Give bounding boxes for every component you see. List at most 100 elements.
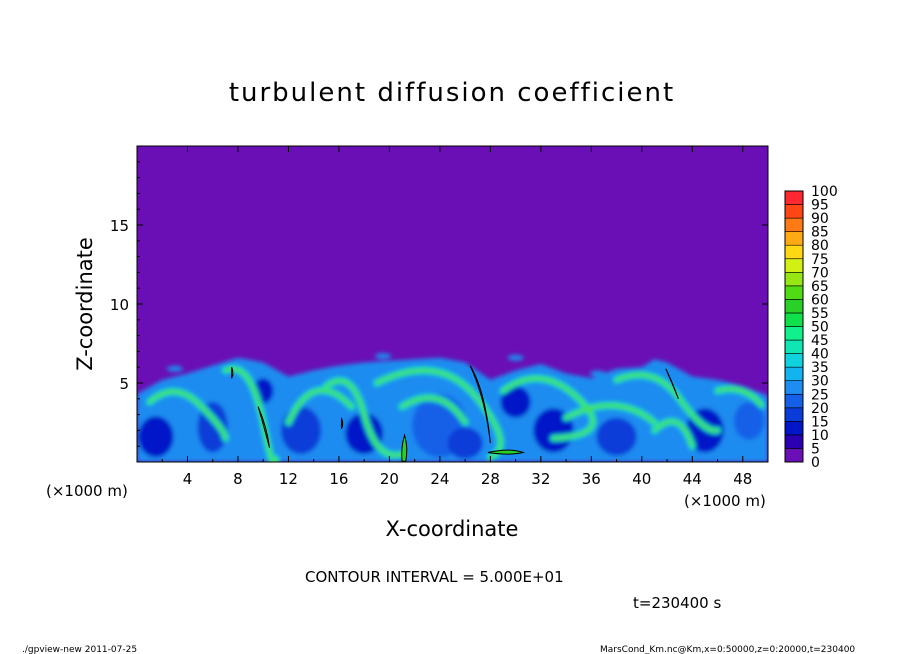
colorbar-label: 5	[811, 441, 820, 457]
colorbar-cell	[784, 434, 804, 449]
y-tick-label: 15	[110, 217, 129, 235]
contour-50	[665, 368, 679, 399]
colorbar-label: 15	[811, 414, 829, 430]
field-swirl-core	[615, 373, 719, 432]
x-tick-label: 20	[380, 470, 399, 488]
x-tick-label: 36	[582, 470, 601, 488]
field-swirl-core	[564, 404, 656, 424]
field-blob	[733, 401, 765, 440]
field-swirl-core	[375, 369, 502, 459]
colorbar-cell	[784, 393, 804, 409]
field-blob	[596, 417, 637, 456]
field-blob	[280, 406, 322, 455]
colorbar-label: 45	[811, 333, 829, 349]
x-tick-label: 40	[632, 470, 651, 488]
colorbar-cell	[784, 190, 804, 205]
colorbar-label: 50	[811, 320, 829, 336]
chart-title: turbulent diffusion coefficient	[229, 78, 675, 108]
colorbar-label: 60	[811, 292, 829, 308]
field-blob	[500, 386, 531, 418]
x-tick-label: 16	[329, 470, 348, 488]
field-patch	[166, 365, 183, 372]
contour-50	[487, 449, 526, 455]
colorbar-label: 20	[811, 401, 829, 417]
x-tick-label: 12	[279, 470, 298, 488]
colorbar-label: 95	[811, 198, 829, 214]
contour-50	[231, 367, 234, 379]
x-tick-label: 28	[481, 470, 500, 488]
y-tick-label: 5	[119, 375, 129, 393]
contour-interval-text: CONTOUR INTERVAL = 5.000E+01	[305, 568, 564, 586]
x-tick-label: 44	[683, 470, 702, 488]
colorbar-label: 0	[811, 455, 820, 471]
colorbar-label: 35	[811, 360, 829, 376]
colorbar-label: 70	[811, 265, 829, 281]
colorbar-cell	[784, 285, 804, 300]
field-blob	[447, 427, 483, 459]
x-unit-label-left: (×1000 m)	[46, 482, 128, 500]
time-label: t=230400 s	[633, 594, 721, 612]
field-patch	[507, 354, 524, 361]
colorbar-label: 100	[811, 184, 838, 200]
field-swirl-core	[716, 387, 763, 407]
x-axis-ticks: 4 8 12 16 20 24 28 32 36 40 44 48	[161, 146, 752, 488]
colorbar-cell	[784, 353, 804, 368]
field-swirl-core	[400, 396, 467, 424]
field-swirl-core	[148, 390, 227, 440]
contour-50	[340, 417, 344, 430]
x-tick-label: 8	[233, 470, 243, 488]
colorbar-frame	[784, 190, 804, 463]
colorbar-label: 25	[811, 387, 829, 403]
field-swirl-core	[653, 420, 694, 448]
colorbar-cell	[784, 448, 804, 463]
x-tick-label: 4	[183, 470, 193, 488]
colorbar-cell	[784, 366, 804, 381]
colorbar-cell	[784, 271, 804, 287]
footer-left: ./gpview-new 2011-07-25	[22, 645, 137, 654]
colorbar-cell	[784, 326, 804, 341]
colorbar-cell	[784, 421, 804, 436]
y-axis-ticks: 5 10 15	[110, 161, 768, 447]
colorbar-label: 30	[811, 374, 829, 390]
colorbar-cell	[784, 380, 804, 395]
plot-area	[137, 146, 768, 462]
colorbar-label: 10	[811, 428, 829, 444]
turbulent-layer	[137, 353, 768, 462]
colorbar-cell	[784, 217, 804, 232]
field-patch	[589, 370, 606, 377]
colorbar-cell	[784, 312, 804, 327]
contour-50	[469, 365, 491, 444]
x-axis-label: X-coordinate	[386, 517, 519, 541]
x-tick-label: 48	[733, 470, 752, 488]
colorbar: 0510152025303540455055606570758085909510…	[784, 184, 838, 471]
contour-lines	[231, 365, 679, 462]
colorbar-cell	[784, 244, 804, 260]
footer-right: MarsCond_Km.nc@Km,x=0:50000,z=0:20000,t=…	[600, 645, 855, 654]
contour-50	[257, 406, 271, 448]
colorbar-cell	[784, 339, 804, 354]
y-tick-label: 10	[110, 296, 129, 314]
field-patch	[375, 353, 392, 360]
colorbar-label: 65	[811, 279, 829, 295]
colorbar-label: 40	[811, 347, 829, 363]
contour-50	[401, 433, 408, 462]
y-axis-label: Z-coordinate	[73, 237, 97, 371]
field-swirl-core	[501, 377, 595, 440]
colorbar-label: 85	[811, 225, 829, 241]
x-tick-label: 24	[430, 470, 449, 488]
colorbar-cell	[784, 258, 804, 273]
colorbar-cell	[784, 407, 804, 422]
colorbar-label: 55	[811, 306, 829, 322]
colorbar-cell	[784, 299, 804, 314]
field-blob	[138, 416, 174, 458]
x-unit-label-right: (×1000 m)	[684, 492, 766, 510]
field-swirl-core	[287, 389, 353, 424]
colorbar-label: 80	[811, 238, 829, 254]
colorbar-label: 75	[811, 252, 829, 268]
colorbar-cell	[784, 204, 804, 219]
colorbar-label: 90	[811, 211, 829, 227]
colorbar-cell	[784, 231, 804, 246]
x-tick-label: 32	[531, 470, 550, 488]
field-swirl-core	[325, 379, 404, 457]
